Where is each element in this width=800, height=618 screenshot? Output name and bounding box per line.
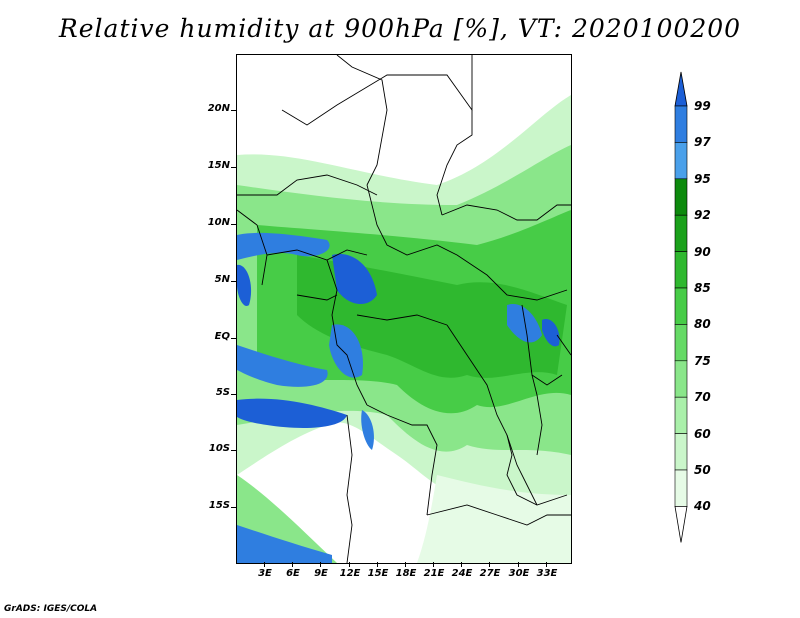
lat-label: 20N [207, 103, 230, 114]
colorbar-label: 85 [694, 281, 711, 295]
colorbar-label: 90 [694, 244, 711, 259]
colorbar-segment [674, 469, 688, 507]
colorbar-label: 70 [694, 390, 711, 405]
lon-tick [377, 562, 378, 567]
lon-label: 27E [479, 568, 501, 579]
colorbar-label: 99 [694, 99, 711, 113]
colorbar-segment [674, 360, 688, 398]
colorbar-segment [674, 396, 688, 434]
colorbar-segment [674, 178, 688, 216]
colorbar-label: 97 [694, 135, 711, 150]
lon-tick [433, 562, 434, 567]
colorbar-label: 50 [694, 463, 711, 477]
lat-tick [231, 507, 236, 508]
lon-tick [546, 562, 547, 567]
lat-tick [231, 167, 236, 168]
colorbar-label: 40 [694, 499, 711, 514]
colorbar-top-arrow [674, 71, 688, 107]
lat-tick [231, 338, 236, 339]
lon-label: 30E [508, 568, 530, 579]
lat-tick [231, 450, 236, 451]
lon-label: 6E [286, 568, 300, 579]
lat-label: 10S [208, 443, 230, 454]
lon-label: 24E [451, 568, 473, 579]
map-title: Relative humidity at 900hPa [%], VT: 202… [58, 14, 742, 43]
colorbar-label: 75 [694, 353, 711, 368]
lon-tick [489, 562, 490, 567]
lat-tick [231, 394, 236, 395]
colorbar-segment [674, 214, 688, 252]
lon-label: 9E [314, 568, 328, 579]
lat-tick [231, 281, 236, 282]
map-panel [236, 54, 572, 564]
lat-label: 15N [207, 160, 230, 171]
colorbar-segment [674, 105, 688, 143]
colorbar-segment [674, 324, 688, 362]
lon-label: 33E [536, 568, 558, 579]
lat-label: 5S [215, 387, 230, 398]
lon-label: 21E [423, 568, 445, 579]
lon-label: 15E [367, 568, 389, 579]
lon-tick [349, 562, 350, 567]
lat-label: 10N [207, 217, 230, 228]
colorbar-label: 92 [694, 208, 711, 223]
credit-text: GrADS: IGES/COLA [4, 604, 98, 614]
lon-label: 18E [395, 568, 417, 579]
lat-label: 5N [214, 274, 230, 285]
humidity-field [237, 55, 571, 563]
lon-tick [405, 562, 406, 567]
lon-label: 12E [339, 568, 361, 579]
lat-tick [231, 110, 236, 111]
colorbar-segment [674, 251, 688, 289]
colorbar-label: 60 [694, 426, 711, 441]
lon-tick [264, 562, 265, 567]
colorbar-segment [674, 287, 688, 325]
lat-label: EQ [214, 331, 230, 342]
colorbar [674, 71, 688, 543]
colorbar-segment [674, 433, 688, 471]
lon-label: 3E [258, 568, 272, 579]
lon-tick [461, 562, 462, 567]
colorbar-label: 95 [694, 171, 711, 186]
lon-tick [518, 562, 519, 567]
colorbar-bottom-arrow [674, 505, 688, 543]
lat-tick [231, 224, 236, 225]
lon-tick [292, 562, 293, 567]
lon-tick [320, 562, 321, 567]
colorbar-segment [674, 142, 688, 180]
lat-label: 15S [208, 500, 230, 511]
colorbar-label: 80 [694, 317, 711, 332]
